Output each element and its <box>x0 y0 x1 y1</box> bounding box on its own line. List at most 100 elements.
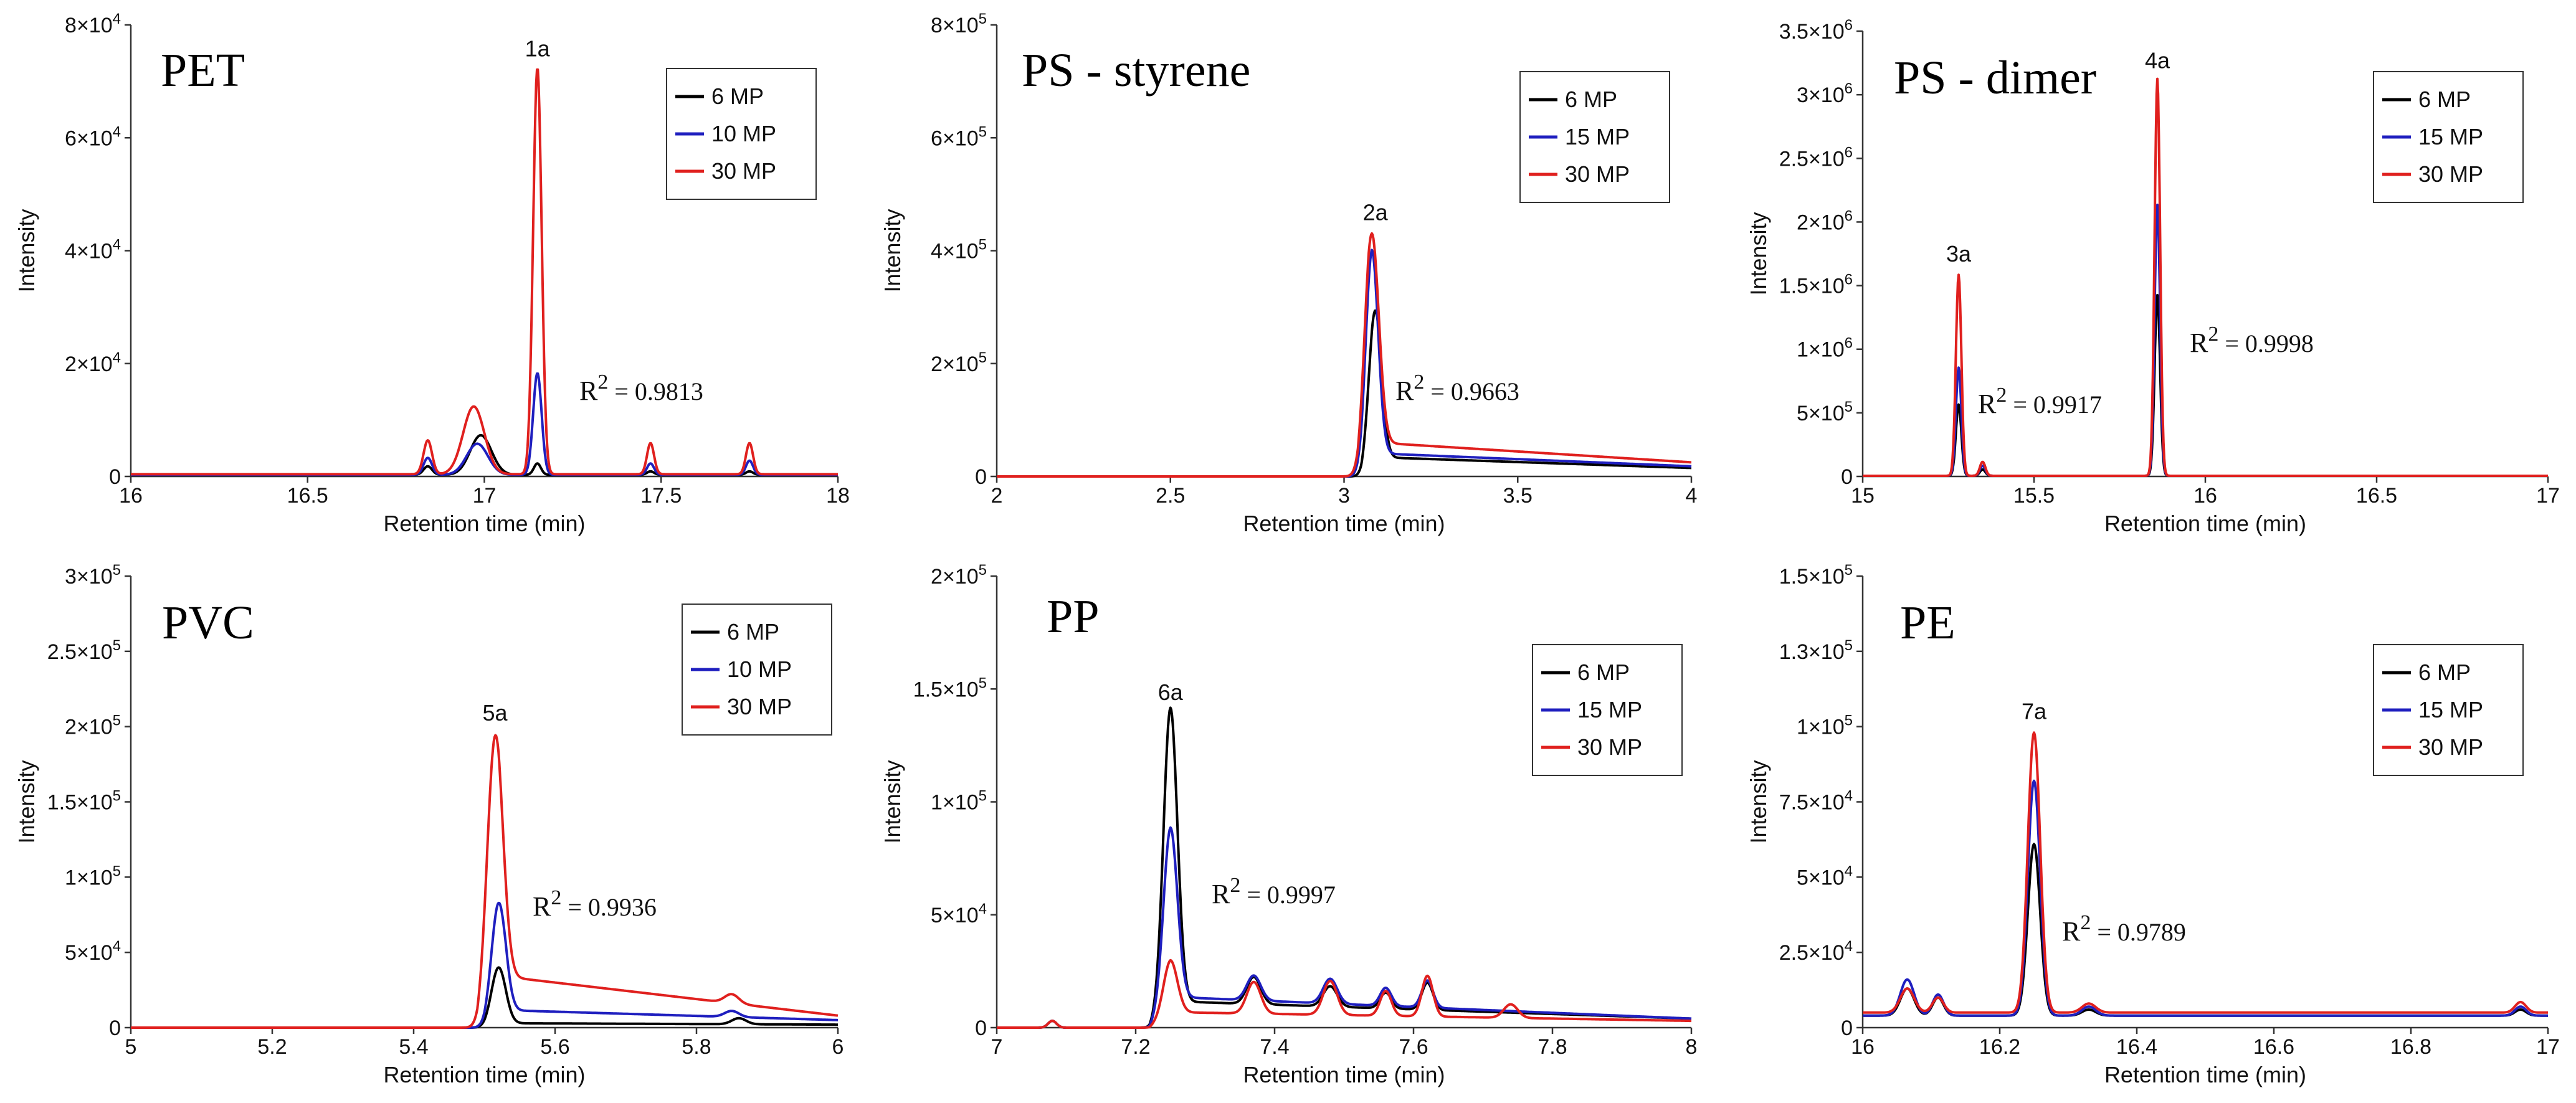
y-tick-exponent: 5 <box>979 237 987 253</box>
y-axis-label: Intensity <box>880 209 905 292</box>
y-tick-exponent: 5 <box>979 675 987 691</box>
y-tick-exponent: 6 <box>1845 207 1853 224</box>
x-tick-label: 16 <box>2193 484 2217 508</box>
y-axis-label: Intensity <box>14 209 39 292</box>
y-axis-label: Intensity <box>1746 760 1771 843</box>
x-tick-label: 17.5 <box>640 484 682 508</box>
y-tick-base: 0 <box>975 1016 987 1040</box>
x-tick-label: 7.4 <box>1260 1035 1289 1059</box>
peak-label: 3a <box>1946 241 1972 267</box>
y-tick-base: 0 <box>109 1016 121 1040</box>
r-squared-value: = 0.9663 <box>1424 377 1519 405</box>
chart-panel: 7 7.2 7.4 7.6 7.8 805×1041×1051.5×1052×105Ret… <box>880 562 1697 1087</box>
series-line-6-mp <box>130 433 839 476</box>
x-tick-label: 7.6 <box>1399 1035 1428 1059</box>
y-tick-exponent: 6 <box>1845 17 1853 34</box>
legend-entry: 6 MP <box>727 619 779 645</box>
y-tick-label: 6×104 <box>65 123 121 150</box>
y-tick-exponent: 4 <box>113 11 121 27</box>
series-line-30-mp <box>1862 731 2549 1014</box>
legend-entry: 30 MP <box>2418 161 2483 187</box>
peak-label: 7a <box>2022 698 2047 724</box>
peak-label: 2a <box>1363 199 1389 225</box>
r-squared-value: = 0.9813 <box>608 377 703 405</box>
r-squared-exponent: 2 <box>2208 323 2218 346</box>
y-tick-exponent: 5 <box>1845 562 1853 579</box>
chart-panel: 2 2.5 3 3.5 402×1054×1056×1058×105Retention … <box>880 11 1697 536</box>
y-tick-label: 2×104 <box>65 349 121 376</box>
y-tick-label: 2.5×106 <box>1779 144 1853 171</box>
r-squared-value: = 0.9936 <box>561 893 657 921</box>
y-tick-label: 3×106 <box>1797 80 1853 107</box>
y-axis-label: Intensity <box>880 760 905 843</box>
y-tick-exponent: 4 <box>1845 863 1853 879</box>
x-tick-label: 16.2 <box>1979 1035 2020 1059</box>
legend-entry: 15 MP <box>2418 124 2483 149</box>
legend-entry: 30 MP <box>1577 734 1642 760</box>
r-squared-symbol: R <box>533 891 551 922</box>
y-tick-label: 0 <box>1841 1016 1853 1040</box>
y-tick-label: 2×105 <box>931 562 987 589</box>
r-squared-label: R2 = 0.9997 <box>1212 874 1336 909</box>
x-tick-label: 5.4 <box>399 1035 428 1059</box>
y-tick-label: 7.5×104 <box>1779 788 1853 815</box>
chart-panel: 15 15.5 16 16.5 1705×1051×1061.5×1062×1062.5… <box>1746 17 2560 536</box>
series-line-6-mp <box>1862 293 2549 477</box>
x-tick-label: 5.6 <box>540 1035 569 1059</box>
y-tick-base: 7.5×10 <box>1779 791 1845 815</box>
legend-entry: 30 MP <box>1565 161 1630 187</box>
y-tick-base: 2×10 <box>1797 211 1845 234</box>
y-axis-label: Intensity <box>1746 212 1771 295</box>
r-squared-symbol: R <box>1395 376 1414 406</box>
x-axis-label: Retention time (min) <box>383 1062 585 1087</box>
y-tick-exponent: 5 <box>1845 712 1853 729</box>
r-squared-exponent: 2 <box>1230 874 1240 897</box>
y-tick-label: 2×105 <box>65 712 121 739</box>
x-tick-label: 18 <box>826 484 850 508</box>
y-tick-base: 3.5×10 <box>1779 20 1845 44</box>
y-tick-base: 1.5×10 <box>1779 275 1845 298</box>
peak-label: 6a <box>1158 679 1184 705</box>
y-tick-label: 0 <box>109 465 121 489</box>
y-tick-exponent: 6 <box>1845 144 1853 161</box>
y-tick-exponent: 5 <box>113 788 121 805</box>
series-line-6-mp <box>130 966 839 1029</box>
series-line-6-mp <box>1862 843 2549 1017</box>
x-tick-label: 15 <box>1851 484 1875 508</box>
legend-entry: 30 MP <box>2418 734 2483 760</box>
legend-entry: 6 MP <box>1565 87 1617 112</box>
y-tick-base: 2×10 <box>931 565 979 589</box>
legend-entry: 6 MP <box>711 83 764 109</box>
r-squared-label: R2 = 0.9936 <box>533 886 657 922</box>
peak-label: 4a <box>2145 48 2170 73</box>
y-tick-label: 5×105 <box>1797 399 1853 425</box>
series-line-30-mp <box>130 68 839 476</box>
y-tick-label: 8×105 <box>931 11 987 37</box>
legend-entry: 30 MP <box>727 694 792 719</box>
y-tick-base: 4×10 <box>65 240 113 263</box>
y-tick-base: 5×10 <box>65 941 113 965</box>
panel-title: PS - dimer <box>1894 52 2096 104</box>
x-tick-label: 16.8 <box>2390 1035 2431 1059</box>
panel-title: PP <box>1047 590 1100 643</box>
y-tick-base: 2.5×10 <box>1779 941 1845 965</box>
legend-entry: 6 MP <box>2418 660 2471 685</box>
x-tick-label: 16.6 <box>2253 1035 2294 1059</box>
x-tick-label: 6 <box>832 1035 844 1059</box>
y-tick-label: 1.5×105 <box>1779 562 1853 589</box>
series-line-15-mp <box>996 826 1692 1029</box>
y-tick-base: 8×10 <box>65 14 113 37</box>
x-tick-label: 17 <box>473 484 497 508</box>
y-tick-exponent: 5 <box>113 863 121 879</box>
series-line-30-mp <box>130 734 839 1029</box>
x-tick-label: 16 <box>119 484 143 508</box>
x-tick-label: 3 <box>1338 484 1350 508</box>
x-tick-label: 5 <box>125 1035 137 1059</box>
y-tick-exponent: 5 <box>1845 637 1853 654</box>
peak-label: 1a <box>525 36 551 62</box>
series-line-15-mp <box>1862 779 2549 1017</box>
legend-entry: 15 MP <box>2418 697 2483 722</box>
y-tick-base: 6×10 <box>931 126 979 150</box>
chart-panel: 16 16.5 17 17.5 1802×1044×1046×1048×104Reten… <box>14 11 850 536</box>
